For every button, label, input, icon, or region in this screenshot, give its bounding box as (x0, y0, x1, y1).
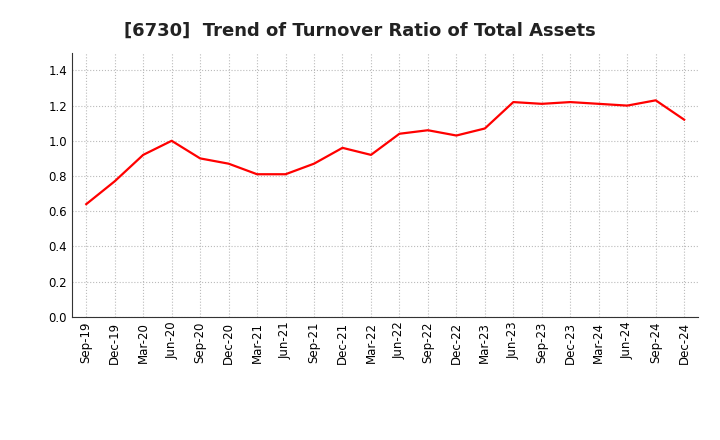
Text: [6730]  Trend of Turnover Ratio of Total Assets: [6730] Trend of Turnover Ratio of Total … (124, 22, 596, 40)
